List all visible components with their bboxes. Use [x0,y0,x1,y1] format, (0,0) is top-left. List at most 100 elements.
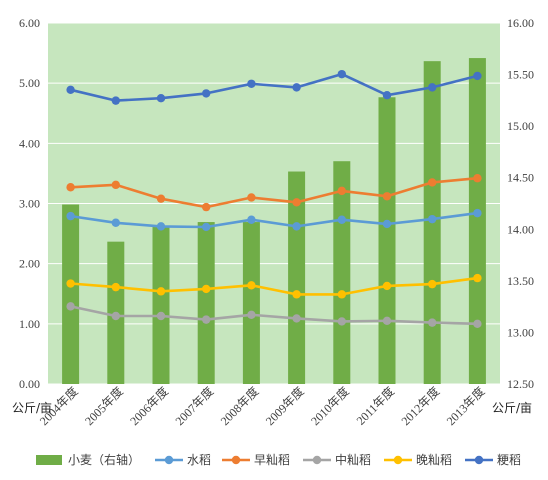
legend-marker [164,455,174,465]
series-line [70,211,478,229]
right-axis-ticks: 12.50 13.00 13.50 14.00 14.50 15.00 15.50 16.00 [507,16,534,391]
data-point [473,208,482,218]
left-tick-label: 5.00 [19,76,40,90]
data-point [428,279,437,289]
left-tick-label: 3.00 [19,197,40,211]
data-point [382,316,392,326]
series-line [70,276,478,296]
data-point [66,183,75,192]
legend-label: 水稻 [187,453,211,467]
right-tick-label: 16.00 [507,16,534,30]
data-point [337,290,346,299]
x-tick-label: 2005年度 [81,384,126,429]
legend-label: 粳稻 [497,453,521,467]
data-point [156,94,166,103]
data-point [428,214,437,224]
legend-item: 小麦（右轴） [36,452,140,467]
x-tick-label: 2007年度 [172,384,217,429]
left-tick-label: 2.00 [19,257,40,271]
data-point [247,79,256,88]
data-point [292,290,301,299]
data-point [66,211,75,221]
right-tick-label: 14.50 [507,171,534,185]
legend: 小麦（右轴） 水稻 早籼稻 中籼稻 晚籼稻 粳稻 [36,452,521,467]
wheat-bar [242,222,260,384]
data-point [66,302,75,311]
wheat-bar [152,226,170,384]
data-point [382,192,392,201]
data-point [111,218,121,227]
data-point [337,215,346,224]
wheat-bar [197,222,215,384]
line-series-group [66,69,482,329]
data-point [337,186,346,196]
x-tick-label: 2009年度 [262,384,307,429]
line-series-japonica [66,69,482,105]
x-axis-ticks: 2004年度 2005年度 2006年度 2007年度 2008年度 2009年度 2010… [36,384,487,429]
x-tick-label: 2008年度 [217,384,262,429]
legend-label: 早籼稻 [254,453,290,467]
data-point [202,89,211,98]
right-tick-label: 15.00 [507,119,534,133]
left-tick-label: 4.00 [19,136,40,150]
x-tick-label: 2010年度 [307,384,352,429]
line-series-mid_indica [66,302,482,329]
wheat-bar [378,97,396,385]
data-point [473,71,482,81]
legend-item: 晚籼稻 [384,453,452,467]
wheat-bar [62,204,80,384]
line-series-late_indica [66,273,482,299]
data-point [337,317,346,326]
series-line [70,176,478,209]
data-point [473,319,482,329]
data-point [202,284,211,294]
data-point [156,311,166,321]
legend-marker [393,455,403,465]
legend-marker [474,455,484,465]
data-point [202,222,211,232]
legend-item: 中籼稻 [303,452,371,467]
line-series-water_rice [66,208,482,232]
x-tick-label: 2013年度 [443,384,488,429]
data-point [382,91,392,100]
data-point [156,222,166,231]
data-point [66,85,75,94]
data-point [247,193,256,202]
left-tick-label: 1.00 [19,317,40,331]
data-point [156,287,166,296]
data-point [382,281,392,291]
right-tick-label: 15.50 [507,68,534,82]
legend-marker [312,455,322,465]
data-point [473,174,482,183]
right-tick-label: 13.00 [507,325,534,339]
line-series-early_indica [66,174,482,212]
legend-label: 小麦（右轴） [68,452,140,467]
x-tick-label: 2012年度 [398,384,443,429]
legend-item: 早籼稻 [222,453,290,467]
data-point [247,310,256,320]
data-point [247,215,256,224]
data-point [473,273,482,283]
data-point [202,315,211,324]
data-point [156,194,166,203]
legend-item: 水稻 [155,453,211,467]
series-line [70,72,478,102]
data-point [111,180,121,190]
x-tick-label: 2006年度 [127,384,172,429]
legend-swatch [36,455,62,465]
data-point [292,314,301,323]
data-point [247,281,256,290]
right-tick-label: 14.00 [507,222,534,236]
data-point [292,83,301,92]
data-point [202,202,211,212]
left-axis-ticks: 0.00 1.00 2.00 3.00 4.00 5.00 6.00 [19,16,40,391]
data-point [292,222,301,231]
left-axis-unit-label: 公斤/亩 [12,400,52,415]
legend-label: 晚籼稻 [416,453,452,467]
left-tick-label: 0.00 [19,377,40,391]
data-point [428,83,437,92]
wheat-bar [333,161,351,384]
data-point [428,318,437,327]
